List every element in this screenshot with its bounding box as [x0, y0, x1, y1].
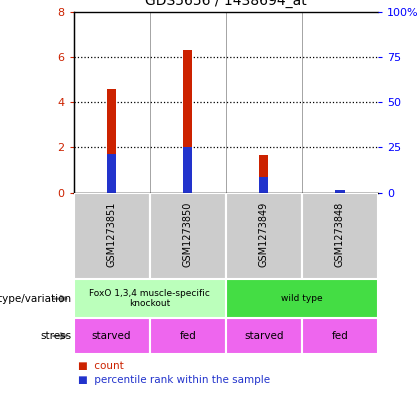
Text: stress: stress: [40, 331, 71, 341]
Text: fed: fed: [331, 331, 348, 341]
Bar: [259, 155, 268, 193]
Bar: [74, 318, 150, 354]
Bar: [183, 50, 192, 193]
Bar: [302, 193, 378, 279]
Bar: [107, 89, 116, 193]
Text: wild type: wild type: [281, 294, 323, 303]
Text: ■  count: ■ count: [78, 361, 123, 371]
Text: fed: fed: [179, 331, 196, 341]
Text: GSM1273849: GSM1273849: [259, 202, 269, 267]
Bar: [259, 177, 268, 193]
Bar: [74, 279, 226, 318]
Text: GSM1273850: GSM1273850: [183, 201, 193, 267]
Text: GSM1273848: GSM1273848: [335, 202, 345, 267]
Bar: [150, 318, 226, 354]
Text: starved: starved: [92, 331, 131, 341]
Bar: [226, 193, 302, 279]
Bar: [336, 191, 344, 193]
Bar: [302, 318, 378, 354]
Bar: [336, 190, 344, 193]
Text: FoxO 1,3,4 muscle-specific
knockout: FoxO 1,3,4 muscle-specific knockout: [89, 289, 210, 309]
Bar: [183, 147, 192, 193]
Title: GDS5656 / 1438694_at: GDS5656 / 1438694_at: [145, 0, 307, 8]
Text: GSM1273851: GSM1273851: [107, 201, 117, 267]
Text: starved: starved: [244, 331, 284, 341]
Bar: [107, 154, 116, 193]
Bar: [226, 279, 378, 318]
Bar: [150, 193, 226, 279]
Text: ■  percentile rank within the sample: ■ percentile rank within the sample: [78, 375, 270, 385]
Text: genotype/variation: genotype/variation: [0, 294, 71, 304]
Bar: [74, 193, 150, 279]
Bar: [226, 318, 302, 354]
